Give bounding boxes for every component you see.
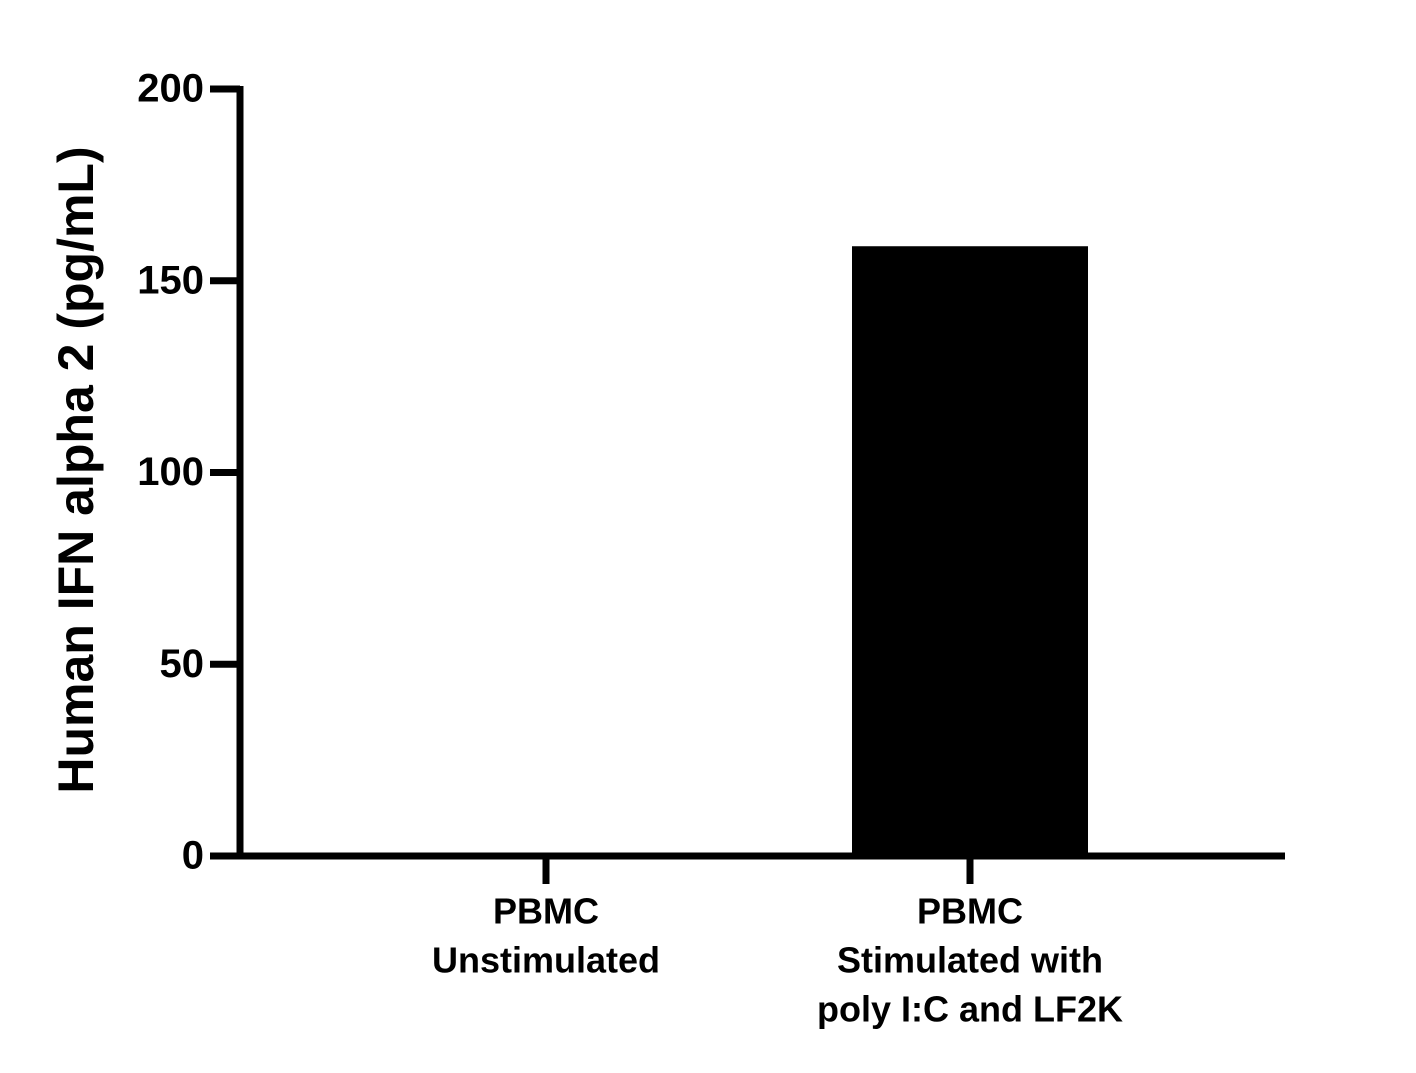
y-tick-label: 150 xyxy=(137,258,204,302)
x-tick-label: PBMC xyxy=(493,891,599,932)
y-tick-label: 200 xyxy=(137,67,204,111)
x-tick-label: Stimulated with xyxy=(837,940,1103,981)
x-tick-label: Unstimulated xyxy=(432,940,660,981)
bar xyxy=(852,246,1088,857)
y-tick-label: 100 xyxy=(137,450,204,494)
x-tick-label: PBMC xyxy=(917,891,1023,932)
y-axis-label: Human IFN alpha 2 (pg/mL) xyxy=(48,146,104,793)
y-tick-label: 50 xyxy=(160,642,205,686)
x-tick-label: poly I:C and LF2K xyxy=(817,989,1123,1030)
y-tick-label: 0 xyxy=(182,834,204,878)
